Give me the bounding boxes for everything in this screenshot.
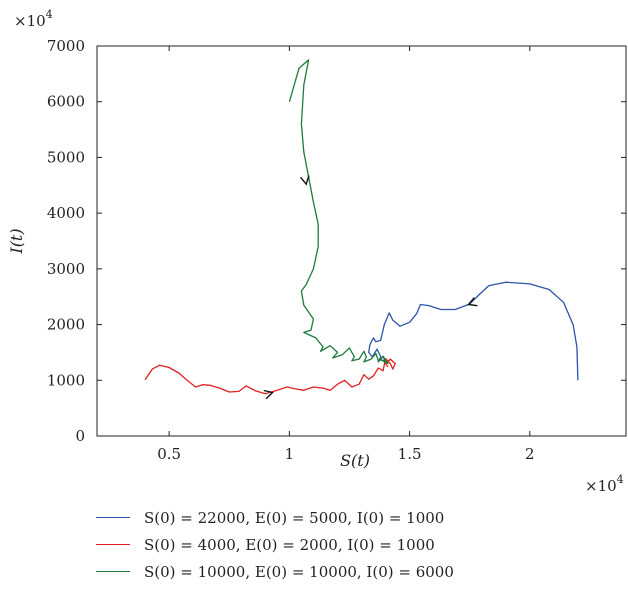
y-tick-label: 0: [75, 427, 85, 445]
y-tick-label: 7000: [47, 37, 85, 55]
bottom-multiplier-exp: 4: [617, 473, 624, 486]
x-axis-ticks: 0.5 1 1.5 2: [157, 46, 535, 463]
legend-item-1: S(0) = 4000, E(0) = 2000, I(0) = 1000: [96, 531, 454, 558]
x-tick-label: 0.5: [157, 445, 181, 463]
y-tick-label: 2000: [47, 316, 85, 334]
plot-frame: [96, 45, 627, 437]
x-tick-label: 2: [525, 445, 535, 463]
y-tick-label: 4000: [47, 204, 85, 222]
bottom-multiplier: ×104: [585, 473, 624, 495]
x-tick-label: 1: [285, 445, 295, 463]
series-line-1: [144, 357, 396, 395]
direction-arrows: [263, 175, 478, 400]
y-tick-label: 1000: [47, 371, 85, 389]
top-multiplier-base: ×10: [14, 12, 46, 30]
series-line-0: [368, 281, 579, 381]
top-multiplier: ×104: [14, 8, 53, 30]
y-tick-label: 5000: [47, 148, 85, 166]
direction-arrow-2: [299, 175, 310, 186]
legend-label-0: S(0) = 22000, E(0) = 5000, I(0) = 1000: [144, 508, 445, 527]
x-tick-label: 1.5: [398, 445, 422, 463]
y-tick-label: 6000: [47, 93, 85, 111]
direction-arrow-1: [263, 389, 274, 400]
legend-swatch-1: [96, 544, 130, 545]
legend-label-2: S(0) = 10000, E(0) = 10000, I(0) = 6000: [144, 562, 454, 581]
bottom-multiplier-base: ×10: [585, 477, 617, 495]
legend-item-0: S(0) = 22000, E(0) = 5000, I(0) = 1000: [96, 504, 454, 531]
top-multiplier-exp: 4: [46, 8, 53, 21]
x-axis-label: S(t): [340, 451, 370, 470]
legend-swatch-0: [96, 517, 130, 518]
legend-label-1: S(0) = 4000, E(0) = 2000, I(0) = 1000: [144, 535, 435, 554]
y-tick-label: 3000: [47, 260, 85, 278]
series-line-2: [288, 59, 389, 365]
legend-swatch-2: [96, 571, 130, 572]
y-axis-ticks: 0 1000 2000 3000 4000 5000 6000 7000: [47, 37, 626, 445]
legend: S(0) = 22000, E(0) = 5000, I(0) = 1000 S…: [96, 504, 454, 585]
y-axis-label: I(t): [7, 228, 26, 254]
phase-plot: 0.5 1 1.5 2 0 1000 2000 3000 4000 5000 6000 7000 ×…: [7, 8, 627, 495]
direction-arrow-0: [467, 297, 478, 307]
series-layer: [144, 59, 579, 395]
legend-item-2: S(0) = 10000, E(0) = 10000, I(0) = 6000: [96, 558, 454, 585]
